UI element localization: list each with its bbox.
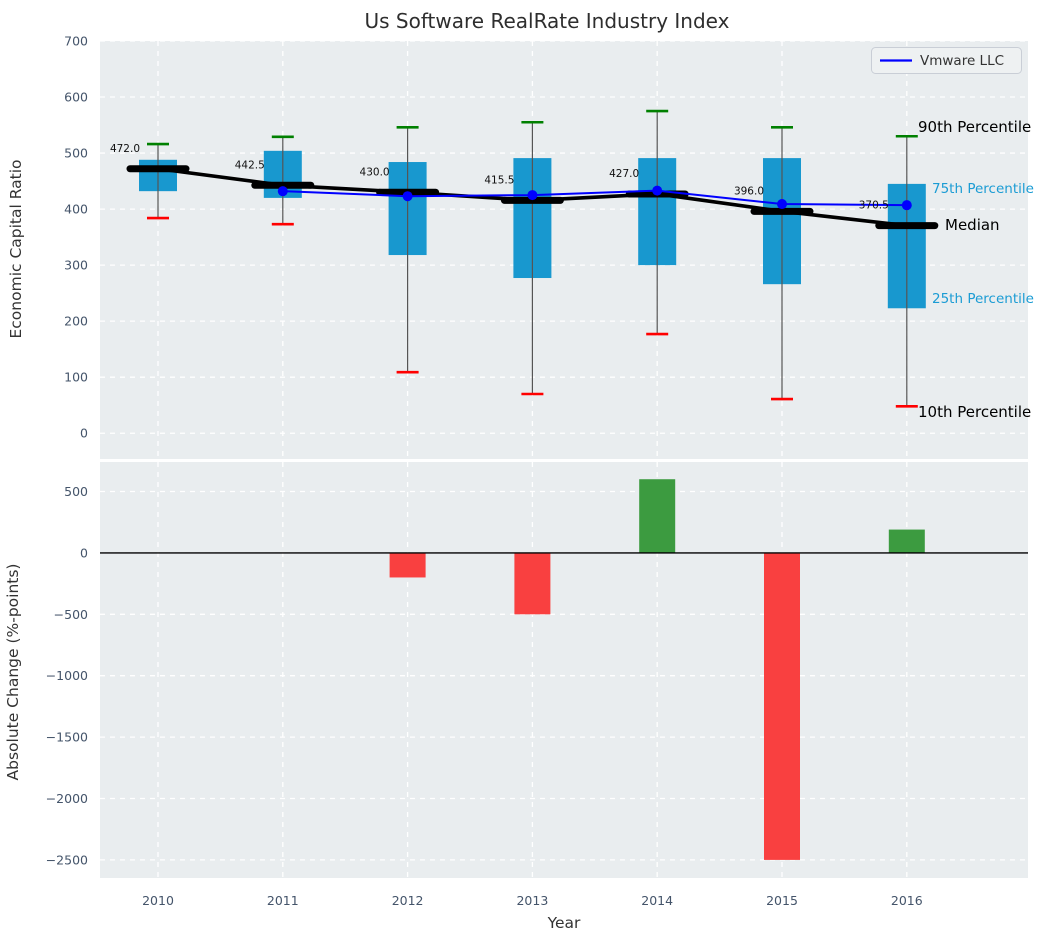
bottom-ytick-3: −1000 (46, 668, 88, 683)
bottom-ytick-5: −2000 (46, 791, 88, 806)
bottom-panel-background (100, 462, 1028, 878)
top-panel-background (100, 41, 1028, 459)
company-point-2011 (277, 186, 288, 197)
xtick-2016: 2016 (891, 893, 923, 908)
median-value-label-2015: 396.0 (734, 185, 764, 197)
bottom-ytick-4: −1500 (46, 730, 88, 745)
change-bar-2014 (639, 479, 676, 553)
xtick-2014: 2014 (641, 893, 673, 908)
x-axis-label: Year (547, 914, 581, 932)
top-ytick-600: 600 (64, 90, 88, 105)
top-ytick-700: 700 (64, 34, 88, 49)
percentile-10-label: 10th Percentile (918, 403, 1031, 421)
bottom-ytick-2: −500 (54, 607, 88, 622)
legend-box (871, 47, 1022, 74)
median-value-label-2011: 442.5 (235, 159, 265, 171)
bottom-y-axis-label: Absolute Change (%-points) (4, 564, 22, 781)
bottom-ytick-6: −2500 (46, 852, 88, 867)
xtick-2015: 2015 (766, 893, 798, 908)
company-point-2012 (402, 191, 413, 202)
xtick-2010: 2010 (142, 893, 174, 908)
company-point-2014 (652, 185, 663, 196)
legend-label: Vmware LLC (920, 53, 1004, 69)
percentile-90-label: 90th Percentile (918, 118, 1031, 136)
company-point-2013 (527, 190, 538, 201)
median-value-label-2013: 415.5 (484, 174, 514, 186)
top-ytick-200: 200 (64, 314, 88, 329)
top-ytick-100: 100 (64, 370, 88, 385)
xtick-2011: 2011 (267, 893, 299, 908)
percentile-25-label: 25th Percentile (932, 291, 1034, 307)
top-ytick-300: 300 (64, 258, 88, 273)
chart-title: Us Software RealRate Industry Index (365, 9, 730, 33)
chart-marks: 472.0 442.5 430.0 415.5 427.0 396.0 370.5 0 100 2… (46, 34, 1028, 908)
median-value-label-2014: 427.0 (609, 168, 639, 180)
change-bar-2016 (888, 529, 925, 553)
change-bar-2012 (389, 552, 426, 578)
top-ytick-500: 500 (64, 146, 88, 161)
median-label: Median (945, 216, 1000, 234)
legend: Vmware LLC (871, 47, 1022, 74)
bottom-ytick-0: 500 (64, 484, 88, 499)
percentile-75-label: 75th Percentile (932, 181, 1034, 197)
bottom-ytick-1: 0 (80, 545, 88, 560)
median-value-label-2012: 430.0 (360, 166, 390, 178)
company-point-2015 (777, 199, 787, 210)
xtick-2013: 2013 (516, 893, 548, 908)
change-bar-2013 (514, 552, 551, 615)
top-ytick-400: 400 (64, 202, 88, 217)
xtick-2012: 2012 (392, 893, 424, 908)
top-ytick-0: 0 (80, 426, 88, 441)
median-value-label-2010: 472.0 (110, 143, 140, 155)
median-value-label-2016: 370.5 (859, 200, 889, 212)
top-y-axis-label: Economic Capital Ratio (7, 159, 25, 338)
company-line (282, 189, 907, 207)
company-point-2016 (901, 200, 912, 211)
change-bar-2015 (764, 552, 800, 860)
